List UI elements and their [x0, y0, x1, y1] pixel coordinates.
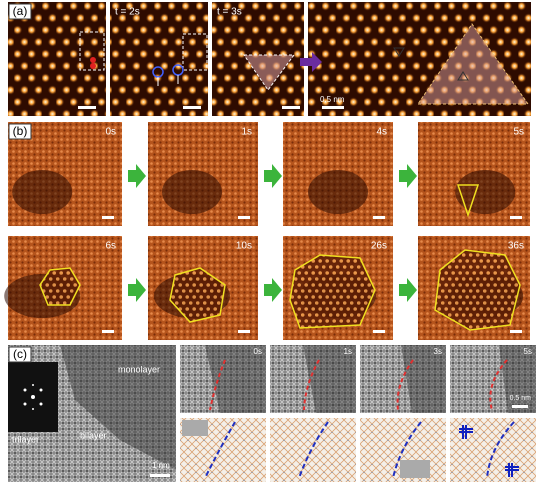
atom-marker: [90, 57, 96, 63]
scale-bar: [322, 106, 344, 109]
image-label: 1s: [344, 347, 352, 356]
scale-bar: [238, 330, 250, 333]
scale-bar: [150, 474, 170, 477]
fft-spot: [39, 388, 43, 392]
triangle: [457, 71, 469, 81]
scale-bar: [282, 106, 300, 109]
image-label: trilayer: [12, 434, 39, 444]
fft-spot: [32, 384, 34, 386]
boundary-model: [204, 421, 236, 479]
boundary: [489, 359, 508, 411]
boundary: [396, 359, 414, 411]
fft-spot: [31, 395, 35, 399]
scale-bar: [512, 405, 528, 408]
inset-box: [400, 460, 430, 478]
boundary-model: [392, 421, 422, 479]
image-label: 3s: [434, 347, 442, 356]
fft-spot: [23, 402, 27, 406]
image-label: t = 3s: [217, 7, 242, 18]
dark-region: [455, 170, 516, 214]
arrow: [264, 278, 282, 302]
scale-bar: [373, 216, 385, 219]
arrow: [128, 278, 146, 302]
atom-marker: [90, 63, 96, 69]
image-label: 0.5 nm: [510, 395, 532, 402]
image-label: 26s: [371, 241, 387, 252]
image-label: 1 nm: [152, 461, 170, 470]
arrow: [128, 164, 146, 188]
scale-bar: [183, 106, 201, 109]
scale-bar: [373, 330, 385, 333]
scale-bar: [102, 330, 114, 333]
scale-bar: [238, 216, 250, 219]
scale-bar: [510, 330, 522, 333]
image-label: 0s: [105, 127, 116, 138]
panel-label-box: [8, 3, 32, 20]
panel-label: (b): [13, 124, 28, 138]
dark-region: [499, 345, 536, 413]
scale-bar: [102, 216, 114, 219]
dark-region: [12, 170, 73, 214]
scale-bar: [510, 216, 522, 219]
panel-label: (a): [13, 4, 28, 18]
image-label: monolayer: [118, 364, 160, 374]
bilayer-region: [60, 345, 176, 470]
domain-outline: [169, 267, 226, 323]
image-label: 5s: [524, 347, 532, 356]
image-label: 0.5 nm: [320, 95, 345, 104]
dark-region: [308, 170, 368, 214]
panel-label-box: [8, 123, 32, 140]
stm-image: [110, 2, 208, 116]
defect-marker: [505, 463, 519, 477]
image-label: 10s: [236, 241, 252, 252]
stm-image: [8, 2, 106, 116]
fft-spot: [32, 408, 34, 410]
tem-image: [270, 345, 356, 413]
image-label: 5s: [513, 127, 524, 138]
arrow: [399, 278, 417, 302]
dark-region: [162, 170, 222, 214]
boundary-model: [486, 421, 515, 479]
defect-marker: [459, 425, 473, 439]
image-label: 1s: [241, 127, 252, 138]
image-label: t = 2s: [115, 7, 140, 18]
tem-image: [180, 345, 266, 413]
ordered-domain: [290, 255, 375, 328]
domain-outline: [289, 254, 376, 329]
fft-spot: [39, 402, 43, 406]
triangle: [417, 23, 529, 105]
image-label: 36s: [508, 241, 524, 252]
dark-region: [303, 345, 356, 413]
highlight-box: [79, 31, 105, 71]
panel-label-box: [8, 346, 32, 363]
inset-box: [182, 420, 208, 436]
arrow: [264, 164, 282, 188]
boundary-model: [298, 421, 329, 479]
dark-region: [205, 345, 266, 413]
ordered-domain: [170, 268, 225, 322]
triangle: [243, 54, 295, 91]
panel-label: (c): [13, 347, 27, 361]
image-label: bilayer: [80, 430, 107, 440]
tem-image: [450, 345, 536, 413]
arrow: [300, 52, 322, 72]
ordered-domain: [40, 268, 80, 305]
domain-outline: [456, 184, 480, 218]
arrow: [399, 164, 417, 188]
highlight-box: [182, 33, 208, 71]
image-label: 4s: [376, 127, 387, 138]
domain-outline: [39, 267, 81, 306]
image-label: 6s: [105, 241, 116, 252]
image-label: 0s: [254, 347, 262, 356]
model-image: [270, 418, 356, 482]
domain-outline: [434, 249, 521, 331]
triangle: [393, 47, 405, 57]
scale-bar: [78, 106, 96, 109]
fft-spot: [23, 388, 27, 392]
ordered-domain: [435, 250, 520, 330]
